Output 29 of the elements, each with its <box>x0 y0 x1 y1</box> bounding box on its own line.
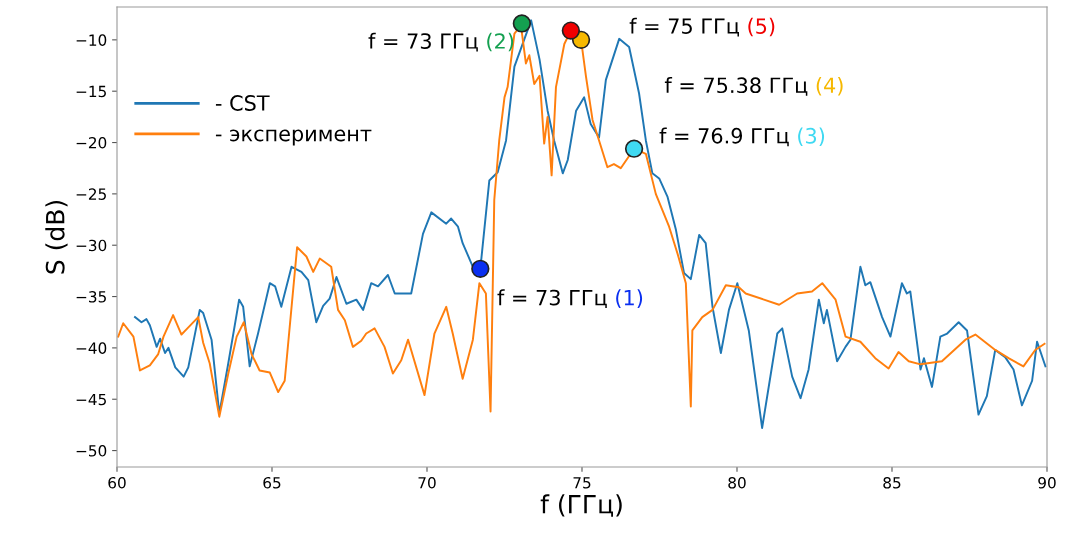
point <box>512 14 532 33</box>
y-tick-label: −40 <box>76 342 107 354</box>
annotation: f = 73 ГГц (1) <box>497 289 643 309</box>
x-tick-label: 70 <box>418 476 436 489</box>
x-tick-label: 65 <box>263 476 281 489</box>
point <box>561 21 581 40</box>
annotation: f = 76.9 ГГц (3) <box>659 127 825 147</box>
x-tick-label: 90 <box>1038 476 1056 489</box>
point <box>624 139 644 158</box>
x-tick-label: 80 <box>728 476 746 489</box>
annotation: f = 73 ГГц (2) <box>368 32 514 52</box>
x-axis-title: f (ГГц) <box>540 494 622 517</box>
x-tick-label: 85 <box>883 476 901 489</box>
annotation: f = 75 ГГц (5) <box>629 17 775 37</box>
point <box>471 259 490 278</box>
legend-label: - CST <box>215 95 270 111</box>
y-tick-label: −10 <box>76 34 107 46</box>
y-tick-label: −50 <box>76 445 107 457</box>
y-tick-label: −35 <box>76 291 106 303</box>
y-tick-label: −30 <box>76 239 107 252</box>
annotation: f = 75.38 ГГц (4) <box>664 77 843 96</box>
y-tick-label: −25 <box>76 188 106 200</box>
x-tick-label: 60 <box>108 476 126 489</box>
legend-label: - эксперимент <box>215 129 372 146</box>
y-tick-label: −15 <box>76 85 106 98</box>
y-axis-title: S (dB) <box>45 200 68 274</box>
x-tick-label: 75 <box>573 477 591 489</box>
y-tick-label: −20 <box>76 137 107 149</box>
y-tick-label: −45 <box>76 393 106 406</box>
